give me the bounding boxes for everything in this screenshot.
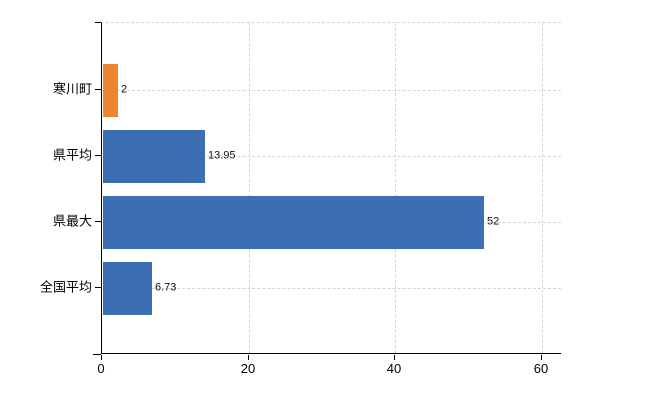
value-label: 52 xyxy=(487,215,500,228)
y-axis-tick xyxy=(95,155,101,156)
y-category-label: 県平均 xyxy=(52,147,92,163)
y-axis-tick xyxy=(95,287,101,288)
bar xyxy=(103,195,484,249)
y-gridline xyxy=(102,90,561,91)
bar xyxy=(103,129,205,183)
x-gridline xyxy=(542,23,543,353)
x-tick-label: 40 xyxy=(386,361,402,376)
x-axis-tick xyxy=(101,355,102,360)
x-axis-tick xyxy=(394,355,395,360)
x-axis-tick xyxy=(248,355,249,360)
value-label: 6.73 xyxy=(155,281,177,294)
x-tick-label: 0 xyxy=(97,361,105,376)
x-gridline xyxy=(249,23,250,353)
x-tick-label: 20 xyxy=(240,361,256,376)
y-category-label: 寒川町 xyxy=(52,81,92,97)
value-label: 13.95 xyxy=(208,149,236,162)
y-gridline xyxy=(102,288,561,289)
y-axis-tick xyxy=(95,221,101,222)
x-gridline xyxy=(395,23,396,353)
bar xyxy=(103,261,152,315)
bar xyxy=(103,63,118,117)
x-tick-label: 60 xyxy=(533,361,549,376)
plot-area: 2 13.95 52 6.73 xyxy=(101,22,561,354)
y-category-label: 県最大 xyxy=(52,213,92,229)
y-category-label: 全国平均 xyxy=(39,279,92,295)
x-axis-tick xyxy=(541,355,542,360)
x-axis-overhang xyxy=(93,354,101,355)
y-gridline xyxy=(102,156,561,157)
value-label: 2 xyxy=(121,83,128,96)
y-axis-tick xyxy=(95,89,101,90)
y-axis-end-tick xyxy=(95,22,101,23)
